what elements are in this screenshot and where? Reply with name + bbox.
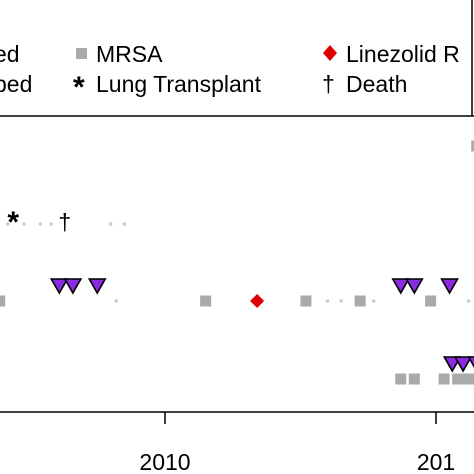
triangle-marker <box>49 278 69 295</box>
legend-marker-dagger-icon: † <box>322 71 335 97</box>
mrsa-marker <box>300 295 312 307</box>
linezolid-marker <box>250 294 265 308</box>
mrsa-marker <box>395 373 407 385</box>
triangle-marker <box>391 278 411 295</box>
legend-label-ed: ed <box>0 41 20 67</box>
timeline-dot <box>339 299 343 303</box>
lung-transplant-marker: * <box>7 206 19 239</box>
timeline-dot <box>22 222 26 226</box>
timeline-dot <box>109 222 113 226</box>
x-tick-label-2010: 2010 <box>139 449 190 474</box>
plot-area: * † 2010 201 <box>0 140 474 474</box>
triangle-marker <box>87 278 107 295</box>
legend-label-linezolid: Linezolid R <box>346 41 460 67</box>
legend-label-mrsa: MRSA <box>96 41 163 67</box>
death-marker: † <box>58 209 71 235</box>
mrsa-marker <box>463 373 474 385</box>
mrsa-marker <box>452 373 464 385</box>
x-tick-label-201x: 201 <box>417 449 455 474</box>
timeline-dot <box>325 299 330 303</box>
mrsa-marker <box>408 373 420 385</box>
x-axis-ticks: 2010 201 <box>139 412 455 474</box>
legend-label-death: Death <box>346 71 407 97</box>
triangle-marker <box>63 278 83 295</box>
mrsa-marker <box>471 140 474 152</box>
mrsa-marker <box>425 295 437 307</box>
timeline-dot <box>371 299 376 303</box>
mrsa-marker <box>200 295 212 307</box>
timeline-dot <box>6 222 10 226</box>
legend: ed bed MRSA * Lung Transplant Linezolid … <box>0 0 474 117</box>
legend-marker-linezolid <box>323 45 337 61</box>
triangle-marker <box>467 356 474 368</box>
mrsa-marker <box>438 373 450 385</box>
timeline-dot <box>38 222 43 226</box>
mrsa-marker <box>354 295 366 307</box>
timeline-dot <box>466 299 471 303</box>
triangle-marker <box>453 356 473 373</box>
legend-label-bed: bed <box>0 71 32 97</box>
timeline-dot <box>114 299 119 303</box>
legend-marker-mrsa <box>76 48 87 59</box>
mrsa-marker <box>0 295 6 307</box>
legend-marker-asterisk-icon: * <box>73 71 85 104</box>
legend-label-lung-transplant: Lung Transplant <box>96 71 262 97</box>
data-marks: * † <box>0 140 474 385</box>
triangle-marker <box>404 278 424 295</box>
timeline-dot <box>122 222 127 226</box>
timeline-dot <box>49 222 53 226</box>
triangle-marker <box>440 278 459 295</box>
